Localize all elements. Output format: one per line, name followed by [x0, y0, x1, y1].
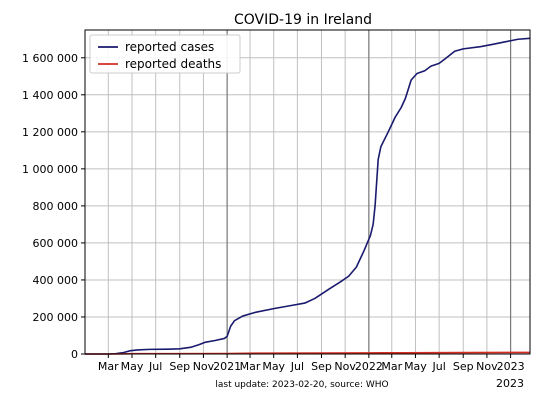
y-tick-label: 400 000: [33, 274, 79, 287]
legend: reported cases reported deaths: [89, 34, 241, 74]
x-tick-label: Sep: [311, 360, 332, 373]
x-tick-label: May: [121, 360, 144, 373]
x-tick-label: Nov: [193, 360, 215, 373]
x-tick-label: 2021: [213, 360, 241, 373]
x-tick-label: 2022: [355, 360, 383, 373]
series-line-0: [85, 37, 531, 355]
year-lines: [226, 30, 512, 354]
x-tick-label: Nov: [334, 360, 356, 373]
x-year-label: 2023: [496, 377, 524, 390]
legend-box: [89, 34, 241, 74]
x-tick-label: Jul: [290, 360, 304, 373]
chart-title: COVID-19 in Ireland: [234, 12, 372, 28]
y-tick-label: 1 200 000: [22, 126, 78, 139]
x-tick-label: Mar: [98, 360, 119, 373]
x-tick-label: 2023: [497, 360, 525, 373]
legend-label: reported deaths: [125, 57, 221, 71]
x-tick-label: May: [262, 360, 285, 373]
x-tick-label: Mar: [240, 360, 261, 373]
y-tick-label: 0: [71, 348, 78, 361]
y-tick-label: 600 000: [33, 237, 79, 250]
x-tick-label: Sep: [453, 360, 474, 373]
x-tick-label: Sep: [169, 360, 190, 373]
y-tick-label: 1 600 000: [22, 52, 78, 65]
x-tick-label: Nov: [476, 360, 498, 373]
x-tick-label: Mar: [381, 360, 402, 373]
x-tick-label: Jul: [148, 360, 162, 373]
x-tick-label: May: [404, 360, 427, 373]
y-tick-label: 1 400 000: [22, 89, 78, 102]
x-tick-label: Jul: [431, 360, 445, 373]
y-axis: 0 200 000 400 000 600 000 800 000 1 000 000 1 …: [22, 52, 85, 361]
source-footnote: last update: 2023-02-20, source: WHO: [215, 380, 388, 390]
plot-frame: [84, 29, 531, 355]
legend-label: reported cases: [125, 40, 214, 54]
y-tick-label: 800 000: [33, 200, 79, 213]
plot-area: [85, 30, 530, 354]
y-tick-label: 1 000 000: [22, 163, 78, 176]
y-tick-label: 200 000: [33, 311, 79, 324]
